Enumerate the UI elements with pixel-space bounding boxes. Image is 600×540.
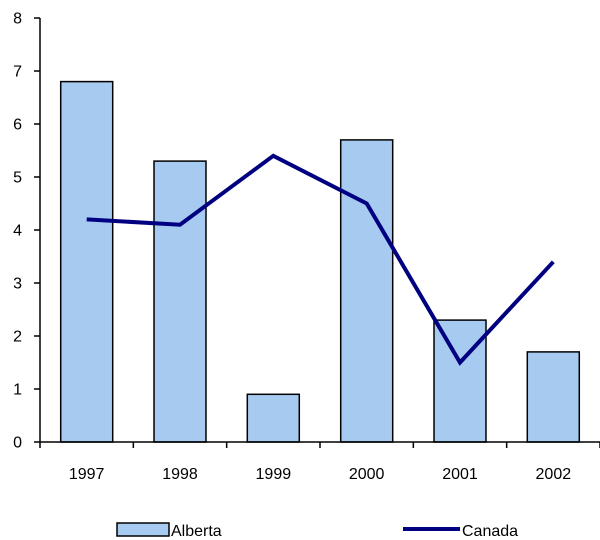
y-tick-label-8: 8 [13, 11, 22, 28]
y-tick-label-3: 3 [13, 276, 22, 293]
x-tick-label-2001: 2001 [442, 466, 478, 483]
x-tick-label-1998: 1998 [162, 466, 198, 483]
y-tick-label-2: 2 [13, 329, 22, 346]
bar-alberta-1999 [246, 393, 301, 443]
bars-layer [59, 80, 581, 443]
y-tick-label-0: 0 [13, 435, 22, 452]
axes-layer [34, 17, 600, 448]
y-tick-label-6: 6 [13, 117, 22, 134]
bar-alberta-1997 [59, 80, 114, 443]
x-tick-label-2002: 2002 [536, 466, 572, 483]
line-layer [86, 153, 555, 366]
bar-alberta-2000 [339, 139, 394, 443]
x-tick-label-2000: 2000 [349, 466, 385, 483]
bar-alberta-2001 [433, 319, 487, 443]
bar-alberta-2002 [526, 351, 581, 443]
y-tick-label-4: 4 [13, 223, 22, 240]
y-tick-label-5: 5 [13, 170, 22, 187]
legend-swatch-alberta [116, 522, 170, 537]
bar-alberta-1998 [153, 160, 207, 443]
legend-label-alberta: Alberta [171, 523, 222, 540]
y-tick-label-7: 7 [13, 64, 22, 81]
legend-label-canada: Canada [462, 523, 518, 540]
ticks-layer: 0 1 2 3 4 5 6 7 8 1997 1998 1999 2000 2001 2002 [13, 11, 571, 484]
line-canada [86, 153, 555, 366]
y-tick-label-1: 1 [13, 382, 22, 399]
x-tick-label-1999: 1999 [256, 466, 292, 483]
legend: Alberta Canada [116, 522, 518, 540]
x-tick-label-1997: 1997 [69, 466, 105, 483]
